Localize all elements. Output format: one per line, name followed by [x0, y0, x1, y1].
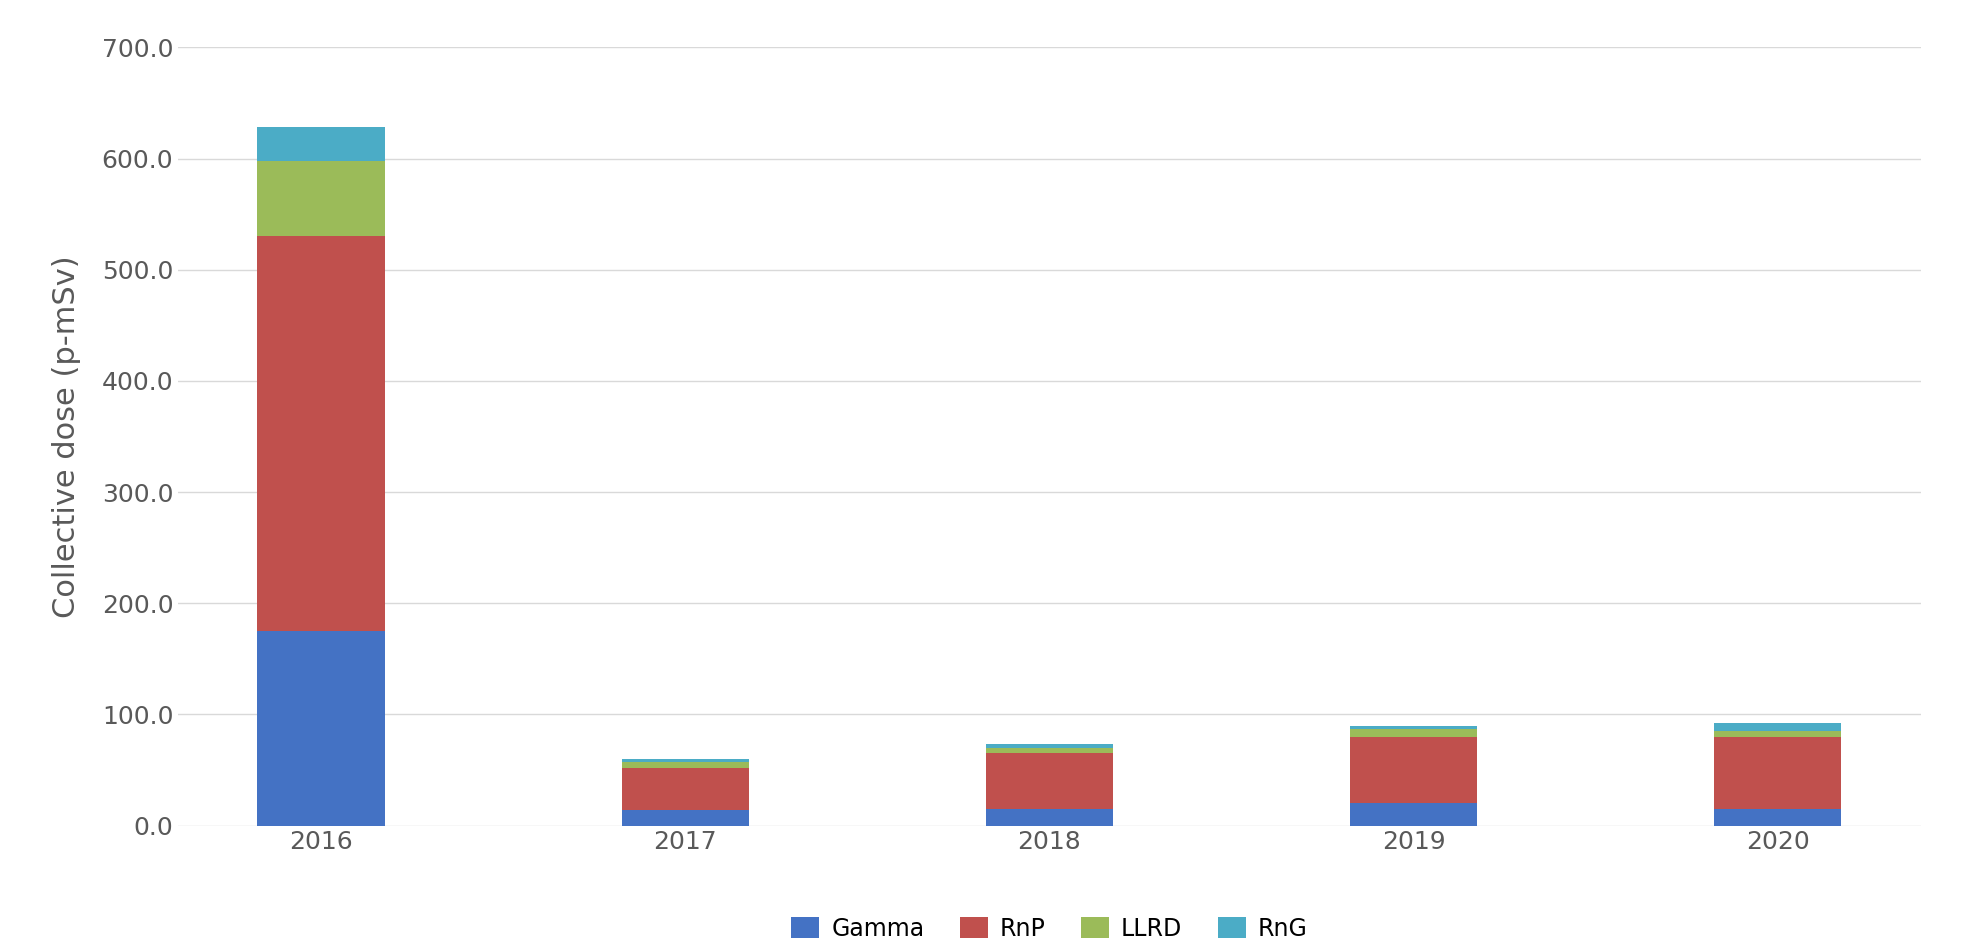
- Bar: [1715, 723, 1841, 731]
- Bar: [257, 160, 384, 236]
- Bar: [986, 754, 1113, 809]
- Bar: [257, 631, 384, 826]
- Bar: [622, 759, 748, 762]
- Bar: [1715, 809, 1841, 826]
- Bar: [622, 768, 748, 810]
- Bar: [1350, 726, 1477, 729]
- Bar: [257, 236, 384, 631]
- Bar: [1715, 736, 1841, 809]
- Bar: [986, 748, 1113, 754]
- Bar: [622, 810, 748, 826]
- Legend: Gamma, RnP, LLRD, RnG: Gamma, RnP, LLRD, RnG: [782, 907, 1317, 949]
- Bar: [1350, 736, 1477, 804]
- Bar: [257, 127, 384, 160]
- Y-axis label: Collective dose (p-mSv): Collective dose (p-mSv): [51, 255, 81, 618]
- Bar: [1715, 731, 1841, 736]
- Bar: [1350, 729, 1477, 736]
- Bar: [986, 744, 1113, 748]
- Bar: [622, 762, 748, 768]
- Bar: [1350, 804, 1477, 826]
- Bar: [986, 809, 1113, 826]
